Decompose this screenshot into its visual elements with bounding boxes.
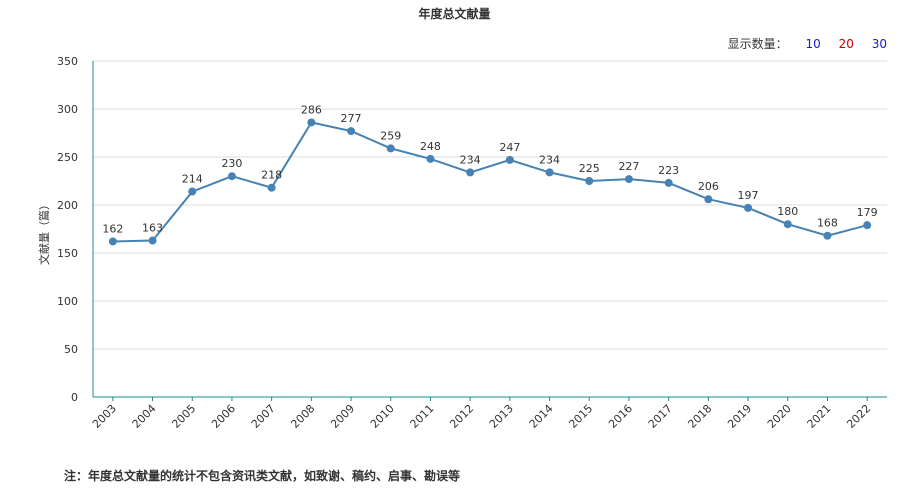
data-label: 286 [301,103,322,116]
data-point[interactable] [307,118,316,127]
data-point[interactable] [386,144,395,153]
data-label: 163 [142,222,163,235]
x-tick-label: 2008 [288,402,317,431]
gridlines [93,60,887,350]
x-tick-label: 2014 [527,402,556,431]
data-label: 162 [102,222,123,235]
data-point[interactable] [227,172,236,181]
data-label: 277 [341,112,362,125]
x-tick-label: 2019 [725,402,754,431]
data-point[interactable] [108,237,117,246]
data-label: 180 [777,205,798,218]
y-tick-label: 150 [57,247,78,260]
data-label: 234 [539,153,560,166]
data-point[interactable] [823,231,832,240]
x-tick-label: 2010 [368,402,397,431]
data-point[interactable] [664,178,673,187]
data-point[interactable] [585,177,594,185]
x-tick-label: 2021 [805,402,834,431]
data-point[interactable] [466,168,475,177]
y-tick-label: 200 [57,199,78,212]
data-point[interactable] [188,187,197,196]
x-tick-label: 2012 [447,402,476,431]
data-point[interactable] [863,221,872,230]
x-tick-label: 2005 [169,402,198,431]
data-point[interactable] [347,127,356,136]
chart-title: 年度总文献量 [418,7,491,21]
y-tick-labels: 0 50 100 150 200 250 300 350 [57,55,78,404]
y-tick-label: 350 [57,55,78,68]
data-label: 197 [738,189,759,202]
data-label: 227 [618,160,639,173]
x-tick-label: 2022 [844,402,873,431]
x-tick-label: 2020 [765,402,794,431]
x-tick-label: 2013 [487,402,516,431]
data-label: 223 [658,164,679,177]
data-label: 179 [857,206,878,219]
data-labels: 162 163 214 230 218 286 277 259 248 234 247 234 225 2… [102,103,877,235]
display-count-selector: 显示数量： 10 20 30 [728,35,887,52]
x-tick-label: 2011 [408,402,437,431]
data-point[interactable] [426,154,435,163]
y-tick-label: 50 [64,343,78,356]
data-label: 230 [221,157,242,170]
axes [92,61,887,401]
data-label: 214 [182,173,203,186]
data-point[interactable] [545,168,554,177]
data-point[interactable] [744,203,753,212]
display-count-option-10[interactable]: 10 [805,37,821,51]
display-count-separator: ： [775,37,788,51]
data-label: 248 [420,140,441,153]
data-label: 206 [698,180,719,193]
y-tick-label: 250 [57,151,78,164]
y-tick-label: 100 [57,295,78,308]
data-label: 259 [380,129,401,142]
series-line [112,121,868,243]
display-count-label: 显示数量 [727,37,776,51]
data-point[interactable] [704,195,713,204]
y-tick-label: 0 [71,391,78,404]
data-label: 168 [817,217,838,230]
display-count-option-20[interactable]: 20 [838,37,854,51]
x-tick-label: 2009 [328,402,357,431]
data-point[interactable] [148,236,157,245]
x-tick-label: 2003 [90,402,119,431]
series [108,118,872,246]
data-label: 247 [499,141,520,154]
footnote: 注：年度总文献量的统计不包含资讯类文献，如致谢、稿约、启事、勘误等 [64,469,461,483]
x-tick-label: 2006 [209,402,238,431]
x-tick-label: 2004 [130,402,159,431]
x-tick-label: 2017 [646,402,675,431]
x-tick-label: 2016 [606,402,635,431]
data-point[interactable] [783,220,792,229]
data-point[interactable] [267,183,276,192]
data-label: 234 [460,153,481,166]
x-tick-label: 2015 [566,402,595,431]
data-point[interactable] [624,175,633,184]
data-label: 218 [261,169,282,182]
display-count-option-30[interactable]: 30 [871,37,887,51]
data-point[interactable] [505,155,514,164]
x-tick-labels: 2003 2004 2005 2006 2007 2008 2009 2010 2011 2012… [90,402,873,431]
x-tick-label: 2018 [685,402,714,431]
x-tick-label: 2007 [249,402,278,431]
data-label: 225 [579,162,600,175]
y-axis-label: 文献量（篇） [37,199,51,265]
y-tick-label: 300 [57,103,78,116]
